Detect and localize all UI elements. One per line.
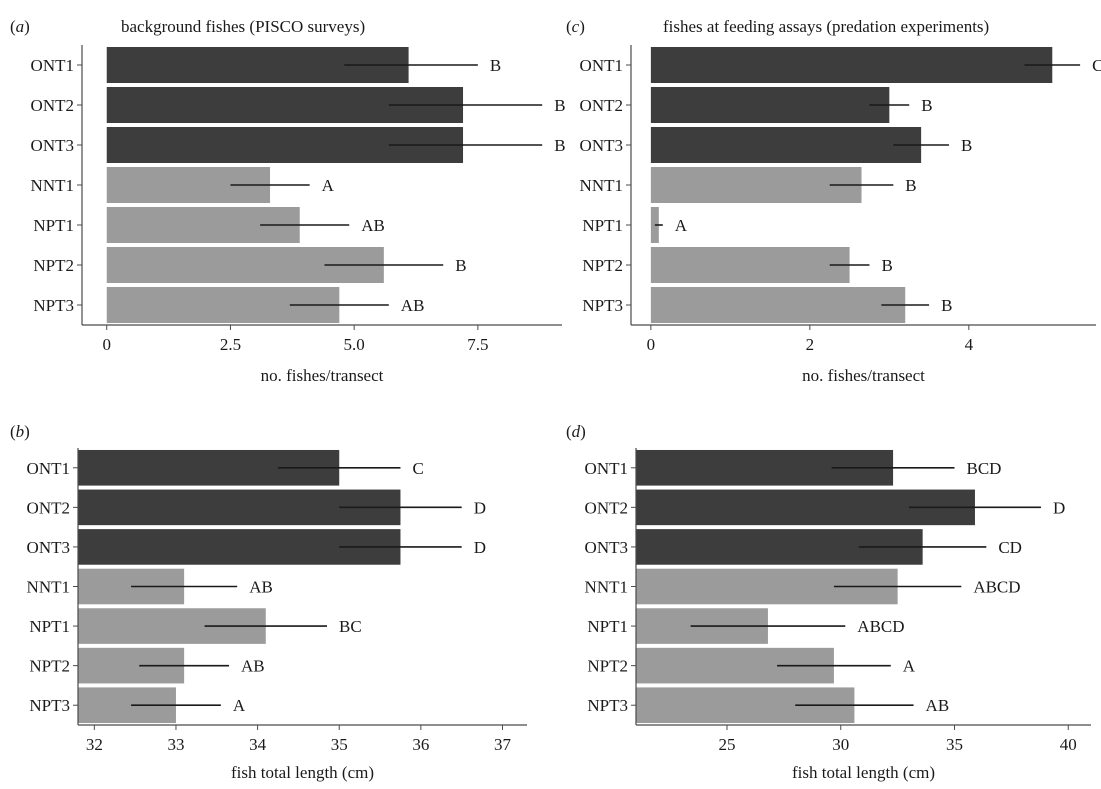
significance-label-a-ont3: B <box>554 136 565 155</box>
panel-label-b: (b) <box>10 422 30 441</box>
significance-label-d-npt2: A <box>903 657 916 676</box>
y-tick-label-b-ont1: ONT1 <box>27 459 70 478</box>
bar-c-nnt1 <box>650 167 862 203</box>
y-tick-label-d-ont1: ONT1 <box>585 459 628 478</box>
y-tick-label-a-ont2: ONT2 <box>31 96 74 115</box>
bar-c-ont1 <box>650 47 1053 83</box>
x-tick-label-c: 2 <box>806 335 815 354</box>
panel-title-a: background fishes (PISCO surveys) <box>121 17 365 36</box>
y-tick-label-c-ont1: ONT1 <box>580 56 623 75</box>
panel-title-c: fishes at feeding assays (predation expe… <box>663 17 989 36</box>
y-tick-label-b-ont2: ONT2 <box>27 498 70 517</box>
x-tick-label-c: 0 <box>647 335 656 354</box>
significance-label-d-npt1: ABCD <box>857 617 904 636</box>
y-tick-label-c-ont2: ONT2 <box>580 96 623 115</box>
x-axis-title-a: no. fishes/transect <box>261 366 384 385</box>
significance-label-c-npt3: B <box>941 296 952 315</box>
significance-label-b-ont2: D <box>474 498 486 517</box>
bar-c-ont2 <box>650 87 890 123</box>
bar-c-npt2 <box>650 247 850 283</box>
significance-label-a-ont2: B <box>554 96 565 115</box>
y-tick-label-b-ont3: ONT3 <box>27 538 70 557</box>
x-tick-label-a: 5.0 <box>344 335 365 354</box>
significance-label-a-npt1: AB <box>361 216 385 235</box>
x-tick-label-c: 4 <box>965 335 974 354</box>
y-tick-label-d-ont2: ONT2 <box>585 498 628 517</box>
x-tick-label-b: 35 <box>331 735 348 754</box>
x-tick-label-a: 7.5 <box>467 335 488 354</box>
significance-label-b-npt2: AB <box>241 657 265 676</box>
y-tick-label-a-ont3: ONT3 <box>31 136 74 155</box>
x-axis-title-c: no. fishes/transect <box>802 366 925 385</box>
y-tick-label-a-nnt1: NNT1 <box>31 176 74 195</box>
y-tick-label-d-npt2: NPT2 <box>587 657 628 676</box>
y-tick-label-b-npt3: NPT3 <box>29 696 70 715</box>
x-tick-label-a: 2.5 <box>220 335 241 354</box>
panel-label-c: (c) <box>566 17 585 36</box>
significance-label-d-ont3: CD <box>998 538 1022 557</box>
y-tick-label-c-ont3: ONT3 <box>580 136 623 155</box>
significance-label-d-npt3: AB <box>926 696 950 715</box>
x-tick-label-d: 35 <box>946 735 963 754</box>
panel-d: (d) BCD ONT1 D ONT2 CD ONT3 ABCD NNT1 ABCD NPT1 A NP… <box>566 422 1091 782</box>
panel-a: (a) background fishes (PISCO surveys) B ONT… <box>10 17 566 385</box>
y-tick-label-c-nnt1: NNT1 <box>580 176 623 195</box>
x-tick-label-a: 0 <box>102 335 111 354</box>
y-tick-label-c-npt3: NPT3 <box>582 296 623 315</box>
significance-label-a-nnt1: A <box>322 176 335 195</box>
significance-label-b-ont1: C <box>412 459 423 478</box>
y-tick-label-a-ont1: ONT1 <box>31 56 74 75</box>
significance-label-c-npt2: B <box>881 256 892 275</box>
significance-label-c-ont1: C <box>1092 56 1101 75</box>
significance-label-b-npt3: A <box>233 696 246 715</box>
significance-label-b-nnt1: AB <box>249 578 273 597</box>
significance-label-a-npt3: AB <box>401 296 425 315</box>
x-tick-label-b: 34 <box>249 735 267 754</box>
x-tick-label-d: 25 <box>719 735 736 754</box>
x-tick-label-d: 40 <box>1060 735 1077 754</box>
panel-label-d: (d) <box>566 422 586 441</box>
y-tick-label-a-npt2: NPT2 <box>33 256 74 275</box>
x-tick-label-d: 30 <box>832 735 849 754</box>
y-tick-label-c-npt2: NPT2 <box>582 256 623 275</box>
panel-c: (c) fishes at feeding assays (predation e… <box>566 17 1101 385</box>
panel-b: (b) C ONT1 D ONT2 D ONT3 AB NNT1 BC NPT1 AB NPT2 A NPT… <box>10 422 527 782</box>
x-axis-title-b: fish total length (cm) <box>231 763 374 782</box>
significance-label-d-ont2: D <box>1053 498 1065 517</box>
y-tick-label-d-npt1: NPT1 <box>587 617 628 636</box>
significance-label-c-nnt1: B <box>905 176 916 195</box>
significance-label-b-npt1: BC <box>339 617 362 636</box>
y-tick-label-a-npt1: NPT1 <box>33 216 74 235</box>
x-tick-label-b: 33 <box>167 735 184 754</box>
y-tick-label-b-npt1: NPT1 <box>29 617 70 636</box>
significance-label-b-ont3: D <box>474 538 486 557</box>
significance-label-d-nnt1: ABCD <box>973 578 1020 597</box>
y-tick-label-b-nnt1: NNT1 <box>27 578 70 597</box>
significance-label-d-ont1: BCD <box>967 459 1002 478</box>
x-tick-label-b: 32 <box>86 735 103 754</box>
y-tick-label-d-ont3: ONT3 <box>585 538 628 557</box>
y-tick-label-d-npt3: NPT3 <box>587 696 628 715</box>
x-tick-label-b: 36 <box>412 735 429 754</box>
x-axis-title-d: fish total length (cm) <box>792 763 935 782</box>
y-tick-label-c-npt1: NPT1 <box>582 216 623 235</box>
bar-c-ont3 <box>650 127 922 163</box>
panel-label-a: (a) <box>10 17 30 36</box>
significance-label-c-npt1: A <box>675 216 688 235</box>
significance-label-c-ont3: B <box>961 136 972 155</box>
y-tick-label-d-nnt1: NNT1 <box>585 578 628 597</box>
x-tick-label-b: 37 <box>494 735 512 754</box>
significance-label-c-ont2: B <box>921 96 932 115</box>
y-tick-label-b-npt2: NPT2 <box>29 657 70 676</box>
bar-c-npt3 <box>650 287 906 323</box>
significance-label-a-ont1: B <box>490 56 501 75</box>
y-tick-label-a-npt3: NPT3 <box>33 296 74 315</box>
significance-label-a-npt2: B <box>455 256 466 275</box>
